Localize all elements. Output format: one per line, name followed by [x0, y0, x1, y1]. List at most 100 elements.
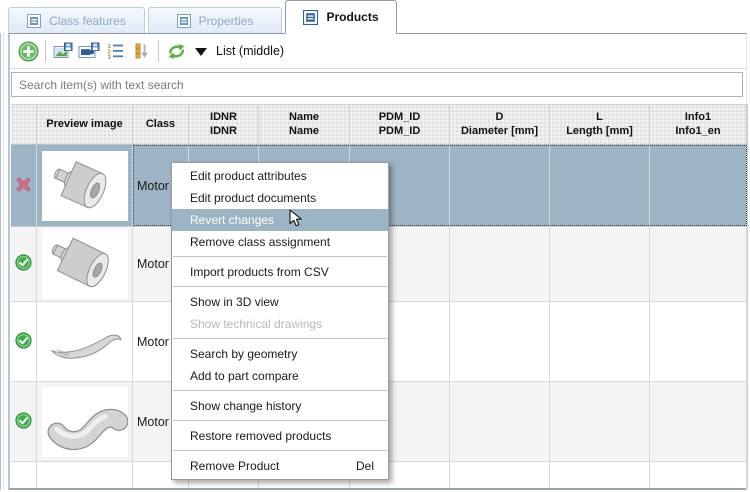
cell-gutter[interactable]: [11, 382, 37, 462]
svg-text:2: 2: [107, 49, 110, 55]
column-header-pdm_id[interactable]: PDM_ID PDM_ID: [350, 105, 450, 144]
column-header-info1[interactable]: Info1 Info1_en: [650, 105, 747, 144]
cell-preview[interactable]: [37, 227, 133, 302]
menu-item-label: Show in 3D view: [190, 295, 279, 309]
cell-d[interactable]: [450, 462, 550, 488]
cell-info1[interactable]: [650, 462, 747, 488]
menu-item-label: Remove Product: [190, 459, 280, 473]
menu-separator: [173, 390, 387, 391]
cell-d[interactable]: [450, 382, 550, 462]
menu-separator: [173, 256, 387, 257]
tab-class-features[interactable]: Class features: [8, 7, 145, 33]
column-header-gutter: [11, 105, 37, 144]
cell-l[interactable]: [550, 145, 650, 227]
status-removed-x-icon: [16, 177, 31, 195]
menu-item-show-change-history[interactable]: Show change history: [172, 395, 388, 417]
menu-separator: [173, 450, 387, 451]
tab-properties[interactable]: Properties: [148, 7, 282, 33]
cell-preview[interactable]: [37, 145, 133, 227]
cell-preview[interactable]: [37, 462, 133, 488]
menu-item-label: Search by geometry: [190, 347, 298, 361]
model-save-icon: [78, 42, 100, 58]
refresh-icon: [168, 43, 184, 59]
menu-item-show-in-3d-view[interactable]: Show in 3D view: [172, 291, 388, 313]
column-header-name[interactable]: Name Name: [259, 105, 350, 144]
product-preview-image: [41, 306, 128, 377]
tab-label: Properties: [198, 13, 254, 28]
cell-info1[interactable]: [650, 227, 747, 302]
menu-item-search-by-geometry[interactable]: Search by geometry: [172, 343, 388, 365]
search-input[interactable]: [11, 72, 743, 97]
menu-item-remove-class-assignment[interactable]: Remove class assignment: [172, 231, 388, 253]
cell-gutter[interactable]: [11, 462, 37, 488]
image-save-icon: [53, 42, 73, 58]
cell-info1[interactable]: [650, 382, 747, 462]
sort-descending-button[interactable]: [128, 38, 154, 64]
status-ok-check-icon: [15, 254, 32, 274]
menu-item-label: Remove class assignment: [190, 235, 331, 249]
menu-item-revert-changes[interactable]: Revert changes: [172, 209, 388, 231]
status-ok-check-icon: [15, 331, 32, 352]
cell-l[interactable]: [550, 462, 650, 488]
column-header-preview[interactable]: Preview image: [37, 105, 133, 144]
cell-preview[interactable]: [37, 302, 133, 382]
cell-gutter[interactable]: [11, 302, 37, 382]
menu-item-import-products-from-csv[interactable]: Import products from CSV: [172, 261, 388, 283]
menu-item-label: Import products from CSV: [190, 265, 329, 279]
column-header-idnr[interactable]: IDNR IDNR: [189, 105, 259, 144]
menu-item-edit-product-attributes[interactable]: Edit product attributes: [172, 165, 388, 187]
class-value: Motor: [137, 334, 169, 349]
sort-descending-icon: [135, 43, 148, 59]
import-image-button[interactable]: [50, 38, 76, 64]
cell-preview[interactable]: [37, 382, 133, 462]
cell-gutter[interactable]: [11, 145, 37, 227]
menu-separator: [173, 286, 387, 287]
column-header-line1: Class: [145, 117, 176, 130]
menu-item-label: Edit product attributes: [190, 169, 307, 183]
column-header-line1: L: [596, 111, 603, 123]
cell-pdm_id[interactable]: [350, 302, 450, 382]
menu-item-restore-removed-products[interactable]: Restore removed products: [172, 425, 388, 447]
product-row[interactable]: Motor: [11, 302, 747, 382]
svg-text:3: 3: [107, 55, 110, 59]
add-product-button[interactable]: [15, 38, 41, 64]
tab-label: Products: [326, 10, 379, 24]
column-header-line1: Name: [289, 111, 319, 123]
numbered-list-icon: 123: [107, 44, 123, 59]
cell-d[interactable]: [450, 227, 550, 302]
tab-products[interactable]: Products: [285, 0, 397, 34]
column-header-line1: PDM_ID: [378, 111, 421, 123]
column-header-d[interactable]: D Diameter [mm]: [450, 105, 550, 144]
cell-d[interactable]: [450, 302, 550, 382]
dropdown-arrow-icon: [195, 48, 207, 56]
cell-l[interactable]: [550, 227, 650, 302]
import-model-button[interactable]: [76, 38, 102, 64]
toolbar-separator: [158, 40, 159, 62]
column-header-line1: Info1: [684, 111, 712, 123]
menu-item-edit-product-documents[interactable]: Edit product documents: [172, 187, 388, 209]
menu-item-remove-product[interactable]: Remove Product Del: [172, 455, 388, 477]
view-mode-dropdown[interactable]: List (middle): [195, 44, 284, 58]
cell-info1[interactable]: [650, 145, 747, 227]
column-header-line2: PDM_ID: [378, 124, 421, 137]
column-header-class[interactable]: Class: [133, 105, 189, 144]
column-header-line1: D: [495, 111, 504, 123]
menu-item-label: Show change history: [190, 399, 302, 413]
status-ok-check-icon: [15, 411, 32, 432]
refresh-button[interactable]: [163, 38, 189, 64]
product-preview-image: [41, 150, 128, 221]
window-left-border-inner: [3, 33, 4, 490]
menu-item-shortcut: Del: [355, 459, 374, 473]
column-header-line2: IDNR: [210, 124, 237, 137]
cell-d[interactable]: [450, 145, 550, 227]
menu-item-add-to-part-compare[interactable]: Add to part compare: [172, 365, 388, 387]
cell-pdm_id[interactable]: [350, 462, 450, 488]
cell-l[interactable]: [550, 302, 650, 382]
column-header-l[interactable]: L Length [mm]: [550, 105, 650, 144]
cell-info1[interactable]: [650, 302, 747, 382]
tab-bar: Class features Properties Products: [8, 0, 397, 34]
column-header-line1: Preview image: [46, 117, 123, 130]
cell-l[interactable]: [550, 382, 650, 462]
cell-gutter[interactable]: [11, 227, 37, 302]
